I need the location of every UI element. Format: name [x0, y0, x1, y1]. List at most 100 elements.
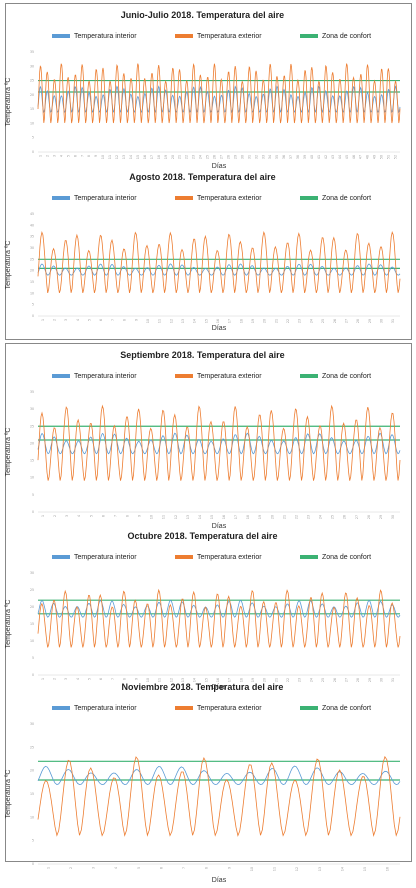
y-tick-label: 5: [32, 656, 34, 660]
x-tick-label: 14: [193, 319, 197, 323]
x-tick-label: 13: [181, 678, 185, 682]
legend-label: Temperatura exterior: [197, 704, 262, 712]
x-tick-label: 23: [298, 678, 302, 682]
y-tick-label: 5: [32, 303, 34, 307]
x-tick-label: 16: [143, 155, 147, 159]
legend-swatch: [300, 34, 318, 38]
y-tick-label: 25: [30, 588, 34, 592]
x-tick-label: 24: [309, 678, 313, 682]
x-tick-label: 29: [368, 319, 372, 323]
x-tick-label: 14: [129, 155, 133, 159]
x-tick-label: 1: [41, 678, 45, 680]
legend-swatch: [52, 555, 70, 559]
legend-item: Temperatura interior: [52, 702, 137, 714]
x-tick-label: 8: [123, 319, 127, 321]
y-tick-label: 15: [30, 459, 34, 463]
x-tick-label: 8: [126, 515, 130, 517]
chart-title: Noviembre 2018. Temperatura del aire: [121, 682, 284, 692]
legend-label: Zona de confort: [322, 704, 372, 712]
panel-top: [5, 3, 412, 340]
series-exterior: [37, 404, 401, 481]
x-axis-title: Días: [212, 325, 227, 332]
legend-label: Temperatura exterior: [197, 553, 262, 561]
x-tick-label: 10: [146, 678, 150, 682]
legend-label: Zona de confort: [322, 194, 372, 202]
y-tick-label: 30: [30, 246, 34, 250]
x-tick-label: 16: [222, 515, 226, 519]
x-tick-label: 6: [99, 319, 103, 321]
x-tick-label: 12: [169, 678, 173, 682]
y-tick-label: 15: [30, 622, 34, 626]
x-tick-label: 9: [94, 155, 98, 157]
x-tick-label: 20: [171, 155, 175, 159]
x-tick-label: 11: [273, 867, 277, 871]
x-tick-label: 17: [150, 155, 154, 159]
x-tick-label: 12: [115, 155, 119, 159]
y-tick-label: 25: [30, 745, 34, 749]
series-exterior: [37, 588, 401, 648]
x-tick-label: 18: [157, 155, 161, 159]
y-axis-title: Temperatura ºC: [5, 770, 12, 819]
legend: Temperatura interior Temperatura exterior…: [0, 702, 405, 714]
x-tick-label: 6: [99, 678, 103, 680]
legend-label: Temperatura interior: [74, 704, 137, 712]
x-tick-label: 4: [114, 867, 118, 869]
x-tick-label: 1: [38, 155, 42, 157]
legend-swatch: [52, 706, 70, 710]
x-tick-label: 6: [73, 155, 77, 157]
y-tick-label: 35: [30, 50, 34, 54]
legend-label: Temperatura exterior: [197, 372, 262, 380]
legend-swatch: [300, 555, 318, 559]
x-tick-label: 25: [321, 319, 325, 323]
x-tick-label: 5: [89, 515, 93, 517]
legend-swatch: [300, 374, 318, 378]
legend-swatch: [175, 196, 193, 200]
legend-item: Temperatura interior: [52, 370, 137, 382]
y-tick-label: 0: [32, 673, 34, 677]
y-tick-label: 0: [32, 510, 34, 514]
x-axis-title: Días: [212, 684, 227, 691]
series-exterior: [37, 755, 401, 837]
y-tick-label: 30: [30, 64, 34, 68]
x-tick-label: 2: [53, 515, 57, 517]
x-tick-label: 3: [64, 678, 68, 680]
x-tick-label: 2: [69, 867, 73, 869]
y-tick-label: 15: [30, 107, 34, 111]
x-tick-label: 3: [52, 155, 56, 157]
x-tick-label: 32: [254, 155, 258, 159]
x-tick-label: 12: [174, 515, 178, 519]
x-tick-label: 25: [321, 678, 325, 682]
x-tick-label: 26: [333, 678, 337, 682]
x-tick-label: 47: [359, 155, 363, 159]
x-tick-label: 41: [317, 155, 321, 159]
x-tick-label: 1: [46, 867, 50, 869]
x-tick-label: 5: [137, 867, 141, 869]
x-tick-label: 39: [303, 155, 307, 159]
x-tick-label: 43: [331, 155, 335, 159]
x-tick-label: 5: [88, 319, 92, 321]
x-tick-label: 15: [363, 867, 367, 871]
x-tick-label: 42: [324, 155, 328, 159]
x-tick-label: 13: [181, 319, 185, 323]
x-tick-label: 49: [373, 155, 377, 159]
y-tick-label: 0: [32, 862, 34, 866]
y-tick-label: 10: [30, 476, 34, 480]
y-tick-label: 15: [30, 792, 34, 796]
x-tick-label: 16: [386, 867, 390, 871]
x-tick-label: 18: [246, 515, 250, 519]
legend: Temperatura interior Temperatura exterior…: [0, 551, 405, 563]
series-interior: [37, 432, 401, 455]
x-tick-label: 50: [380, 155, 384, 159]
x-tick-label: 38: [296, 155, 300, 159]
x-tick-label: 22: [294, 515, 298, 519]
y-tick-label: 10: [30, 815, 34, 819]
x-tick-label: 14: [193, 678, 197, 682]
x-tick-label: 22: [286, 319, 290, 323]
x-tick-label: 28: [356, 319, 360, 323]
legend-item: Zona de confort: [300, 370, 371, 382]
x-tick-label: 15: [136, 155, 140, 159]
x-tick-label: 27: [344, 319, 348, 323]
y-tick-label: 25: [30, 79, 34, 83]
x-tick-label: 29: [233, 155, 237, 159]
legend-item: Temperatura interior: [52, 551, 137, 563]
